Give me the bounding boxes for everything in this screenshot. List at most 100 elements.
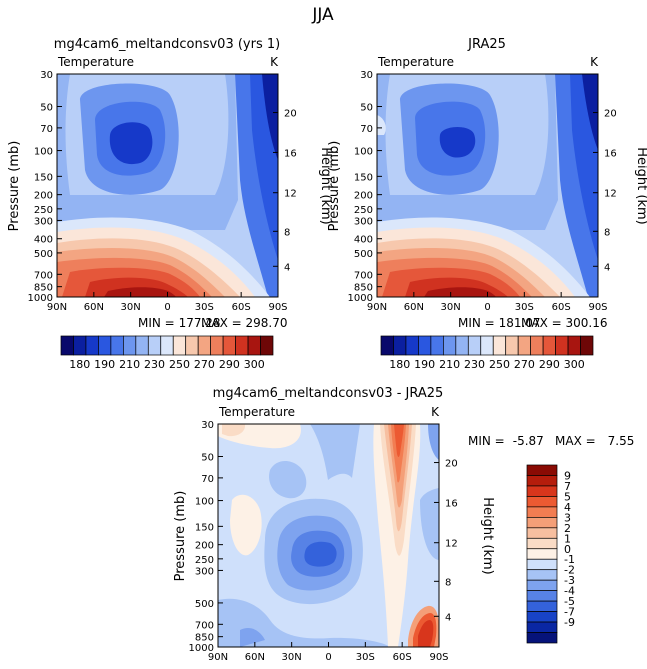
colorbar-swatch (73, 335, 87, 356)
stat-max: MAX = 7.55 (555, 434, 634, 448)
y-tick-label: 250 (34, 205, 53, 216)
y-tick-label: 150 (34, 172, 53, 183)
colorbar-label: -1 (564, 553, 575, 566)
y-tick-label: 250 (354, 205, 373, 216)
y-tick-label: 200 (34, 191, 53, 202)
colorbar-swatch (160, 335, 174, 356)
y-tick-label: 30 (201, 420, 214, 431)
x-tick-label: 60N (404, 302, 424, 313)
colorbar-swatch (247, 335, 261, 356)
contour-band (428, 424, 439, 460)
x-tick-label: 30S (195, 302, 214, 313)
colorbar-label: 270 (194, 358, 215, 371)
y-tick-label: 70 (360, 124, 373, 135)
x-tick-label: 60S (232, 302, 251, 313)
colorbar-swatch (492, 335, 507, 356)
contour-band (269, 460, 307, 499)
colorbar-swatch (467, 335, 482, 356)
y-tick-label: 30 (360, 70, 373, 81)
y-tick-label: 30 (40, 70, 53, 81)
contour-band (230, 494, 262, 556)
y-tick-label-right: 8 (445, 577, 451, 588)
page-title: JJA (311, 5, 334, 25)
contour-band (222, 424, 246, 437)
panel-title: JRA25 (467, 37, 506, 52)
y-tick-label: 1000 (189, 643, 214, 654)
colorbar-swatch (526, 506, 558, 518)
colorbar-swatch (526, 632, 558, 644)
x-tick-label: 90S (588, 302, 607, 313)
y-axis-label-right: Height (km) (318, 147, 333, 224)
x-tick-label: 60S (552, 302, 571, 313)
contour-band (310, 424, 360, 480)
y-tick-label: 50 (40, 102, 53, 113)
colorbar-label: 180 (389, 358, 410, 371)
colorbar-label: 290 (539, 358, 560, 371)
colorbar-swatch (147, 335, 162, 356)
colorbar-swatch (567, 335, 581, 356)
panel-title: mg4cam6_meltandconsv03 - JRA25 (213, 386, 444, 401)
colorbar-swatch (123, 335, 137, 356)
y-tick-label-right: 16 (445, 498, 458, 509)
subtitle-left: Temperature (57, 55, 134, 69)
contour-field (57, 74, 278, 297)
colorbar-label: 250 (489, 358, 510, 371)
colorbar-swatch (526, 558, 558, 571)
colorbar-model: 180 190 210 230 250 270 290 300 (60, 335, 274, 371)
x-tick-label: 30N (282, 652, 302, 663)
y-tick-label: 850 (354, 283, 373, 294)
y-tick-label: 400 (34, 235, 53, 246)
x-tick-label: 30S (356, 652, 375, 663)
colorbar-swatch (260, 335, 274, 356)
panel-difference: mg4cam6_meltandconsv03 - JRA25 Temperatu… (173, 386, 634, 663)
y-tick-label: 70 (201, 474, 214, 485)
y-tick-label: 100 (354, 147, 373, 158)
y-tick-label: 700 (354, 270, 373, 281)
contour-band (109, 122, 153, 165)
y-tick-label-right: 4 (284, 262, 290, 273)
x-tick-label: 90N (367, 302, 387, 313)
y-tick-label-right: 20 (284, 109, 297, 120)
colorbar-swatch (235, 335, 249, 356)
x-tick-label: 90S (268, 302, 287, 313)
colorbar-label: 9 (564, 469, 571, 482)
stat-max: MAX = 298.70 (201, 316, 287, 330)
colorbar-swatch (526, 496, 558, 508)
colorbar-swatch (110, 335, 124, 356)
subtitle-left: Temperature (218, 405, 295, 419)
colorbar-swatch (60, 335, 74, 356)
y-tick-label: 500 (195, 599, 214, 610)
colorbar-label: -5 (564, 595, 575, 608)
colorbar-label: -4 (564, 585, 575, 598)
y-tick-label-right: 12 (604, 189, 617, 200)
contour-band (377, 115, 386, 135)
stat-min: MIN = -5.87 (468, 434, 544, 448)
y-axis-label-right: Height (km) (480, 497, 495, 574)
y-tick-label-right: 12 (284, 189, 297, 200)
y-tick-label-right: 16 (284, 148, 297, 159)
y-tick-label: 300 (195, 566, 214, 577)
colorbar-label: 180 (69, 358, 90, 371)
subtitle-right: K (270, 55, 279, 69)
colorbar-swatch (98, 335, 112, 356)
y-tick-label-right: 4 (445, 612, 451, 623)
colorbar-swatch (455, 335, 469, 356)
colorbar-swatch (480, 335, 494, 356)
colorbar-label: 300 (244, 358, 265, 371)
colorbar-label: -7 (564, 606, 575, 619)
subtitle-right: K (590, 55, 599, 69)
y-axis-label-right: Height (km) (634, 147, 647, 224)
contour-band (439, 126, 476, 158)
colorbar-swatch (197, 335, 211, 356)
y-tick-label-right: 20 (604, 109, 617, 120)
colorbar-swatch (526, 485, 558, 497)
colorbar-swatch (526, 548, 558, 560)
colorbar-swatch (405, 335, 419, 356)
y-tick-label: 50 (201, 452, 214, 463)
stat-max: MAX = 300.16 (521, 316, 607, 330)
contour-band (420, 488, 439, 560)
colorbar-swatch (135, 335, 149, 356)
